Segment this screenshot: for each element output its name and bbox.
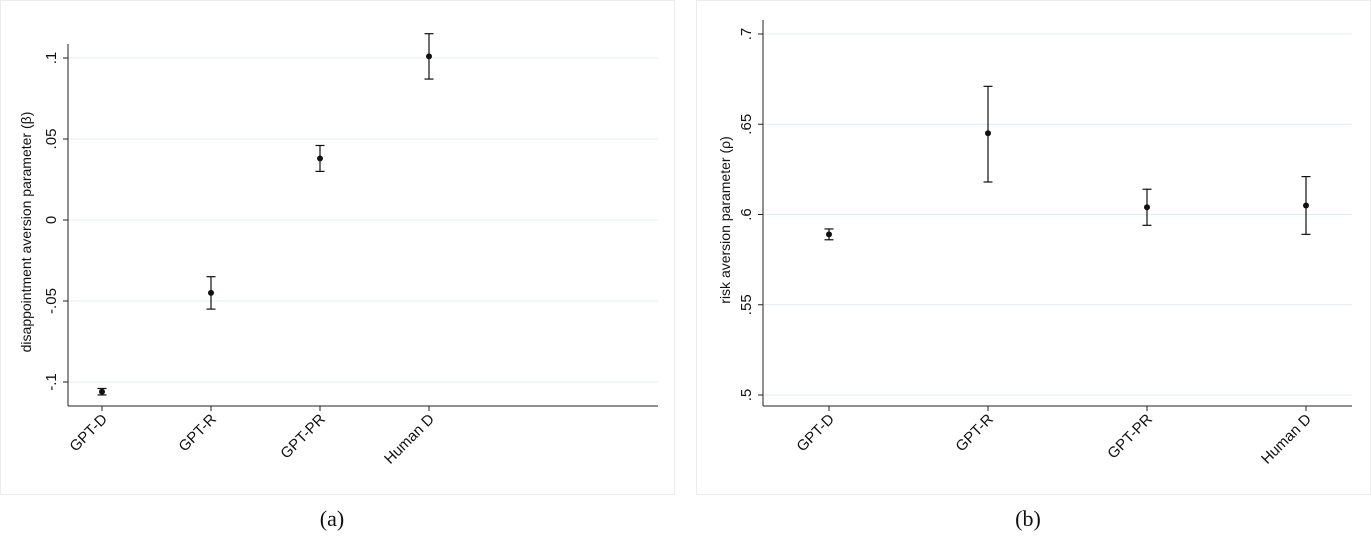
y-tick-label: .5 xyxy=(738,389,755,402)
y-tick-label: .1 xyxy=(43,52,60,65)
chart-panel-a: -.1 -.05 0 .05 .1 disappointment aversion par… xyxy=(0,0,675,495)
chart-a-svg: -.1 -.05 0 .05 .1 disappointment aversion par… xyxy=(18,33,658,468)
y-tick-label: 0 xyxy=(43,216,60,224)
chart-panel-b: .5 .55 .6 .65 .7 risk aversion parameter (ρ) G… xyxy=(696,0,1371,495)
data-point xyxy=(99,388,105,395)
caption-a: (a) xyxy=(319,506,345,531)
y-tick-label: .7 xyxy=(738,28,755,41)
x-tick-label: GPT-D xyxy=(66,411,111,456)
y-tick-label: -.1 xyxy=(43,373,60,391)
y-tick-label: .65 xyxy=(738,114,755,135)
x-tick-label: GPT-R xyxy=(952,411,997,456)
data-point xyxy=(1144,204,1150,211)
caption-b: (b) xyxy=(1015,506,1041,531)
data-point xyxy=(426,53,432,60)
chart-b-svg: .5 .55 .6 .65 .7 risk aversion parameter (ρ) G… xyxy=(717,20,1352,468)
y-tick-label: .6 xyxy=(738,208,755,221)
x-tick-label: GPT-R xyxy=(175,411,220,456)
x-tick-label: Human D xyxy=(381,411,438,468)
data-point xyxy=(317,155,323,162)
x-tick-label: GPT-D xyxy=(793,411,838,456)
y-tick-label: .05 xyxy=(43,129,60,150)
x-tick-label: GPT-PR xyxy=(277,411,329,463)
data-point xyxy=(826,231,832,238)
y-axis-label: risk aversion parameter (ρ) xyxy=(717,136,733,303)
x-tick-label: Human D xyxy=(1258,411,1315,468)
y-axis-label: disappointment aversion parameter (β) xyxy=(18,112,34,353)
data-point xyxy=(985,130,991,137)
y-tick-label: .55 xyxy=(738,294,755,315)
data-point xyxy=(208,289,214,296)
y-tick-label: -.05 xyxy=(43,288,60,314)
data-point xyxy=(1303,202,1309,209)
x-tick-label: GPT-PR xyxy=(1104,411,1156,463)
